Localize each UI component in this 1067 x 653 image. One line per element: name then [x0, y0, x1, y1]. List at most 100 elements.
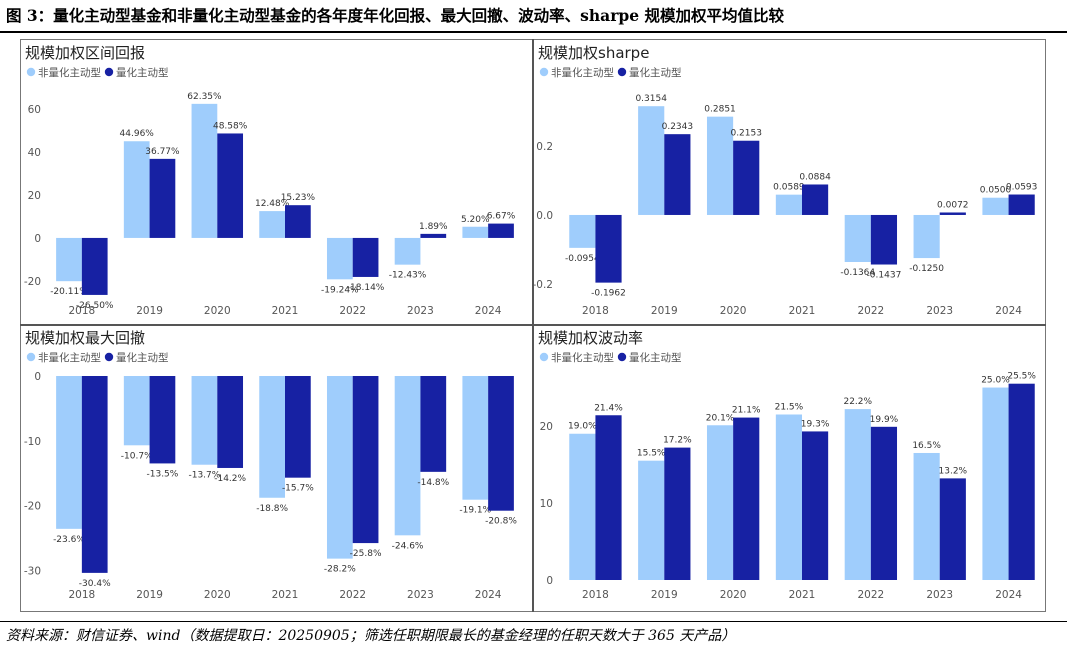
panel-divider-horizontal	[20, 324, 1046, 326]
bar-non-quant-2022	[844, 409, 871, 580]
data-label: 20.1%	[706, 413, 735, 423]
legend-label-quant: 量化主动型	[629, 351, 682, 364]
chart-sharpe: 规模加权sharpe 非量化主动型 量化主动型 -0.2 0.0 0.2 2018 -0.09…	[533, 44, 1038, 317]
data-label: -13.7%	[188, 471, 220, 481]
data-label: 0.2153	[730, 129, 762, 139]
bar-quant-2023	[939, 212, 966, 215]
data-label: -0.1364	[840, 268, 875, 278]
legend-marker-non-quant	[26, 352, 36, 362]
data-label: 0.2343	[662, 122, 694, 132]
x-tick-label: 2018	[582, 305, 609, 317]
x-tick-label: 2019	[651, 305, 678, 317]
figure-title: 图 3：量化主动型基金和非量化主动型基金的各年度年化回报、最大回撤、波动率、sh…	[6, 6, 784, 25]
data-label: -0.1250	[909, 264, 944, 274]
data-label: -13.5%	[147, 469, 179, 479]
y-tick-label: 0	[34, 233, 41, 245]
data-label: 0.0593	[1006, 183, 1038, 193]
data-label: 21.5%	[775, 402, 804, 412]
x-tick-label: 2023	[407, 589, 434, 601]
bar-non-quant-2021	[259, 376, 285, 498]
x-tick-label: 2021	[789, 589, 816, 601]
x-tick-label: 2022	[857, 305, 884, 317]
bar-non-quant-2019	[638, 460, 665, 580]
data-label: 6.67%	[487, 212, 516, 222]
bar-non-quant-2019	[638, 106, 665, 215]
bar-quant-2024	[1008, 383, 1035, 580]
x-tick-label: 2023	[407, 305, 434, 317]
bar-quant-2022	[870, 426, 898, 580]
y-tick-label: -10	[24, 436, 41, 448]
bar-quant-2021	[802, 431, 829, 580]
x-tick-label: 2023	[926, 589, 953, 601]
data-label: 48.58%	[213, 121, 248, 131]
bar-non-quant-2020	[706, 116, 734, 215]
x-tick-label: 2021	[272, 589, 299, 601]
y-tick-label: -30	[24, 565, 41, 577]
legend-label-non-quant: 非量化主动型	[38, 66, 101, 79]
data-label: 25.0%	[981, 376, 1010, 386]
source-note: 资料来源：财信证券、wind（数据提取日：20250905；筛选任职期限最长的基…	[6, 628, 736, 644]
x-tick-label: 2019	[136, 589, 163, 601]
x-tick-label: 2018	[582, 589, 609, 601]
y-tick-label: 0.2	[536, 141, 553, 153]
y-tick-label: -20	[24, 276, 41, 288]
y-tick-label: 40	[28, 147, 41, 159]
data-label: -18.14%	[347, 283, 385, 293]
legend-marker-non-quant	[539, 352, 549, 362]
bar-quant-2023	[939, 478, 966, 580]
legend-label-quant: 量化主动型	[116, 66, 169, 79]
bar-quant-2018	[81, 237, 108, 295]
x-tick-label: 2018	[68, 305, 95, 317]
legend-marker-quant	[617, 67, 627, 77]
title-rule	[0, 31, 1067, 33]
data-label: 22.2%	[843, 397, 872, 407]
y-tick-label: 0	[34, 371, 41, 383]
bar-quant-2024	[488, 223, 514, 238]
bar-quant-2021	[285, 205, 311, 238]
bar-quant-2023	[420, 376, 447, 472]
data-label: 0.0072	[937, 200, 969, 210]
x-tick-label: 2021	[272, 305, 299, 317]
legend-label-quant: 量化主动型	[116, 351, 169, 364]
data-label: 15.5%	[637, 449, 666, 459]
bar-quant-2020	[733, 417, 760, 580]
data-label: -19.1%	[459, 506, 491, 516]
data-label: 0.0500	[980, 186, 1012, 196]
bar-non-quant-2019	[123, 141, 150, 238]
data-label: 62.35%	[187, 92, 222, 102]
data-label: 25.5%	[1007, 372, 1036, 382]
legend-marker-non-quant	[539, 67, 549, 77]
data-label: 0.2851	[704, 105, 736, 115]
legend-marker-quant	[617, 352, 627, 362]
data-label: 0.3154	[635, 94, 667, 104]
bar-non-quant-2024	[982, 387, 1009, 580]
bar-non-quant-2023	[394, 237, 421, 265]
bar-non-quant-2021	[775, 414, 802, 580]
bar-non-quant-2018	[569, 214, 596, 248]
data-label: -15.7%	[282, 484, 314, 494]
data-label: -18.8%	[256, 504, 288, 514]
data-label: 21.4%	[594, 403, 623, 413]
data-label: -10.7%	[121, 451, 153, 461]
data-label: 44.96%	[120, 129, 155, 139]
bar-quant-2019	[664, 447, 691, 580]
data-label: -19.24%	[321, 285, 359, 295]
legend-marker-quant	[104, 67, 114, 77]
data-label: -25.8%	[350, 549, 382, 559]
bar-non-quant-2023	[913, 452, 940, 580]
bar-quant-2019	[149, 158, 176, 238]
data-label: -0.1962	[591, 289, 626, 299]
bar-non-quant-2020	[191, 103, 218, 238]
x-tick-label: 2020	[720, 305, 747, 317]
bar-non-quant-2021	[259, 211, 285, 238]
bar-non-quant-2018	[56, 376, 82, 529]
data-label: 17.2%	[663, 436, 692, 446]
legend-label-non-quant: 非量化主动型	[551, 66, 614, 79]
bar-non-quant-2021	[775, 194, 802, 215]
bar-quant-2022	[352, 376, 379, 544]
bar-quant-2021	[285, 376, 311, 478]
x-tick-label: 2019	[651, 589, 678, 601]
bar-non-quant-2024	[982, 197, 1009, 215]
